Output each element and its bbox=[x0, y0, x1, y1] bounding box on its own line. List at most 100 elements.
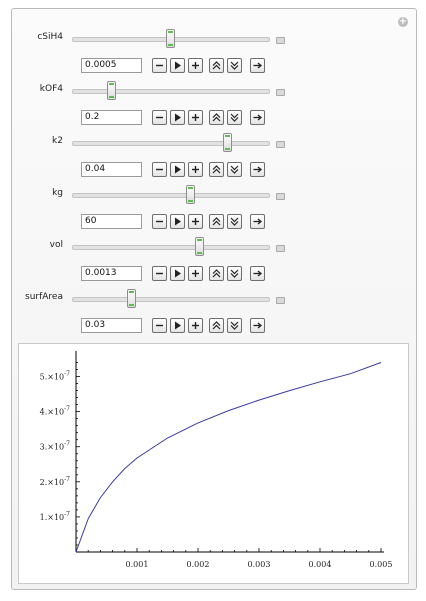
slower-button[interactable] bbox=[227, 110, 242, 125]
slider-thumb-csih4[interactable] bbox=[166, 29, 175, 48]
faster-icon bbox=[212, 113, 221, 122]
increment-button[interactable] bbox=[188, 162, 203, 177]
direction-button[interactable] bbox=[250, 58, 265, 73]
direction-button[interactable] bbox=[250, 266, 265, 281]
control-label-csih4: cSiH4 bbox=[37, 32, 63, 42]
slower-button[interactable] bbox=[227, 58, 242, 73]
decrement-icon bbox=[156, 116, 163, 119]
decrement-button[interactable] bbox=[152, 318, 167, 333]
increment-icon bbox=[192, 218, 199, 225]
slider-track-vol[interactable] bbox=[72, 245, 270, 250]
y-tick-label: 4.×10-7 bbox=[40, 406, 71, 417]
slower-icon bbox=[230, 217, 239, 226]
slider-track-kof4[interactable] bbox=[72, 89, 270, 94]
toggle-controls-icon[interactable] bbox=[276, 89, 285, 96]
slider-thumb-surfarea[interactable] bbox=[126, 289, 136, 308]
play-icon bbox=[175, 61, 181, 70]
direction-icon bbox=[253, 322, 262, 329]
play-button[interactable] bbox=[170, 162, 185, 177]
slower-button[interactable] bbox=[227, 266, 242, 281]
faster-button[interactable] bbox=[209, 214, 224, 229]
direction-icon bbox=[253, 270, 262, 277]
slower-icon bbox=[230, 113, 239, 122]
decrement-icon bbox=[156, 220, 163, 223]
decrement-icon bbox=[156, 272, 163, 275]
direction-button[interactable] bbox=[250, 214, 265, 229]
slider-track-k2[interactable] bbox=[72, 141, 270, 146]
faster-icon bbox=[212, 165, 221, 174]
faster-button[interactable] bbox=[209, 58, 224, 73]
faster-icon bbox=[212, 217, 221, 226]
toggle-controls-icon[interactable] bbox=[276, 37, 285, 44]
faster-button[interactable] bbox=[209, 110, 224, 125]
play-button[interactable] bbox=[170, 214, 185, 229]
toggle-controls-icon[interactable] bbox=[276, 193, 285, 200]
play-icon bbox=[175, 165, 181, 174]
slower-icon bbox=[230, 165, 239, 174]
value-field-kof4[interactable]: 0.2 bbox=[81, 110, 142, 125]
direction-button[interactable] bbox=[250, 162, 265, 177]
direction-icon bbox=[253, 62, 262, 69]
increment-icon bbox=[192, 270, 199, 277]
increment-button[interactable] bbox=[188, 266, 203, 281]
slider-track-kg[interactable] bbox=[72, 193, 270, 198]
toggle-controls-icon[interactable] bbox=[276, 297, 285, 304]
play-icon bbox=[175, 321, 181, 330]
slower-button[interactable] bbox=[227, 318, 242, 333]
slider-thumb-vol[interactable] bbox=[195, 237, 205, 256]
increment-button[interactable] bbox=[188, 110, 203, 125]
decrement-button[interactable] bbox=[152, 266, 167, 281]
x-tick-label: 0.002 bbox=[187, 560, 210, 569]
direction-icon bbox=[253, 218, 262, 225]
value-field-k2[interactable]: 0.04 bbox=[81, 162, 142, 177]
play-button[interactable] bbox=[170, 110, 185, 125]
direction-button[interactable] bbox=[250, 110, 265, 125]
toggle-controls-icon[interactable] bbox=[276, 141, 285, 148]
value-field-vol[interactable]: 0.0013 bbox=[81, 266, 142, 281]
decrement-button[interactable] bbox=[152, 214, 167, 229]
y-tick-label: 5.×10-7 bbox=[40, 371, 71, 382]
control-label-vol: vol bbox=[49, 240, 63, 250]
faster-button[interactable] bbox=[209, 318, 224, 333]
control-label-kg: kg bbox=[52, 188, 63, 198]
slider-thumb-kof4[interactable] bbox=[107, 81, 117, 100]
slower-button[interactable] bbox=[227, 162, 242, 177]
faster-button[interactable] bbox=[209, 162, 224, 177]
play-button[interactable] bbox=[170, 58, 185, 73]
slower-icon bbox=[230, 269, 239, 278]
decrement-button[interactable] bbox=[152, 58, 167, 73]
play-button[interactable] bbox=[170, 318, 185, 333]
slower-icon bbox=[230, 61, 239, 70]
increment-icon bbox=[192, 62, 199, 69]
faster-icon bbox=[212, 321, 221, 330]
slower-button[interactable] bbox=[227, 214, 242, 229]
control-label-k2: k2 bbox=[52, 136, 63, 146]
plot-area: 0.001 0.002 0.003 0.004 0.005 1.×10-7 2.×10-7 3… bbox=[18, 343, 409, 584]
x-tick-label: 0.001 bbox=[126, 560, 149, 569]
toggle-controls-icon[interactable] bbox=[276, 245, 285, 252]
play-button[interactable] bbox=[170, 266, 185, 281]
chart: 0.001 0.002 0.003 0.004 0.005 1.×10-7 2.×10-7 3… bbox=[40, 351, 392, 569]
x-tick-label: 0.003 bbox=[248, 560, 271, 569]
increment-button[interactable] bbox=[188, 318, 203, 333]
increment-button[interactable] bbox=[188, 214, 203, 229]
decrement-button[interactable] bbox=[152, 110, 167, 125]
direction-button[interactable] bbox=[250, 318, 265, 333]
control-label-kof4: kOF4 bbox=[39, 84, 63, 94]
increment-button[interactable] bbox=[188, 58, 203, 73]
slider-thumb-kg[interactable] bbox=[185, 185, 195, 204]
value-field-surfarea[interactable]: 0.03 bbox=[81, 318, 142, 333]
value-field-csih4[interactable]: 0.0005 bbox=[81, 58, 142, 73]
direction-icon bbox=[253, 114, 262, 121]
add-bookmark-icon[interactable]: + bbox=[398, 16, 408, 27]
slider-track-surfarea[interactable] bbox=[72, 297, 270, 302]
decrement-icon bbox=[156, 168, 163, 171]
y-tick-label: 1.×10-7 bbox=[40, 511, 71, 522]
decrement-button[interactable] bbox=[152, 162, 167, 177]
value-field-kg[interactable]: 60 bbox=[81, 214, 142, 229]
increment-icon bbox=[192, 322, 199, 329]
faster-button[interactable] bbox=[209, 266, 224, 281]
increment-icon bbox=[192, 166, 199, 173]
y-tick-label: 2.×10-7 bbox=[40, 476, 71, 487]
slider-thumb-k2[interactable] bbox=[222, 133, 232, 152]
